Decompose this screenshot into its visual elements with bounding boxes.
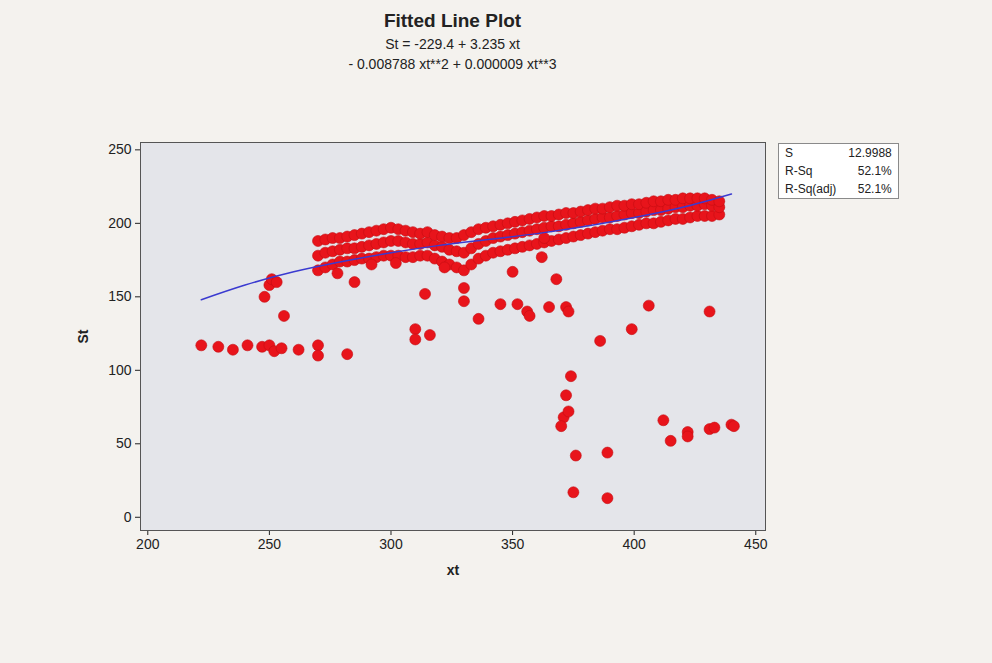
svg-text:St: St [75,329,91,343]
svg-text:50: 50 [116,435,132,451]
svg-text:200: 200 [108,215,132,231]
html-text:Fitted Line Plot: Fitted Line Plot [383,10,522,31]
html-text:12.9988: 12.9988 [848,146,892,160]
svg-text:300: 300 [379,536,403,552]
html-text:- 0.008788 xt**2 + 0.000009 xt: - 0.008788 xt**2 + 0.000009 xt**3 [348,56,557,72]
svg-text:150: 150 [108,288,132,304]
svg-text:100: 100 [108,362,132,378]
html-text:R-Sq(adj): R-Sq(adj) [785,182,837,196]
html-text:52.1%: 52.1% [857,164,892,178]
html-text:R-Sq: R-Sq [785,164,813,178]
svg-text:0: 0 [124,509,132,525]
html-text:St = -229.4 + 3.235 xt: St = -229.4 + 3.235 xt [385,36,520,52]
svg-text:250: 250 [108,141,132,157]
html-text:52.1%: 52.1% [857,182,892,196]
svg-text:450: 450 [744,536,768,552]
svg-text:xt: xt [447,562,460,578]
svg-text:350: 350 [501,536,525,552]
svg-text:400: 400 [622,536,646,552]
html-text:S: S [785,146,793,160]
svg-text:200: 200 [136,536,160,552]
svg-text:250: 250 [258,536,282,552]
